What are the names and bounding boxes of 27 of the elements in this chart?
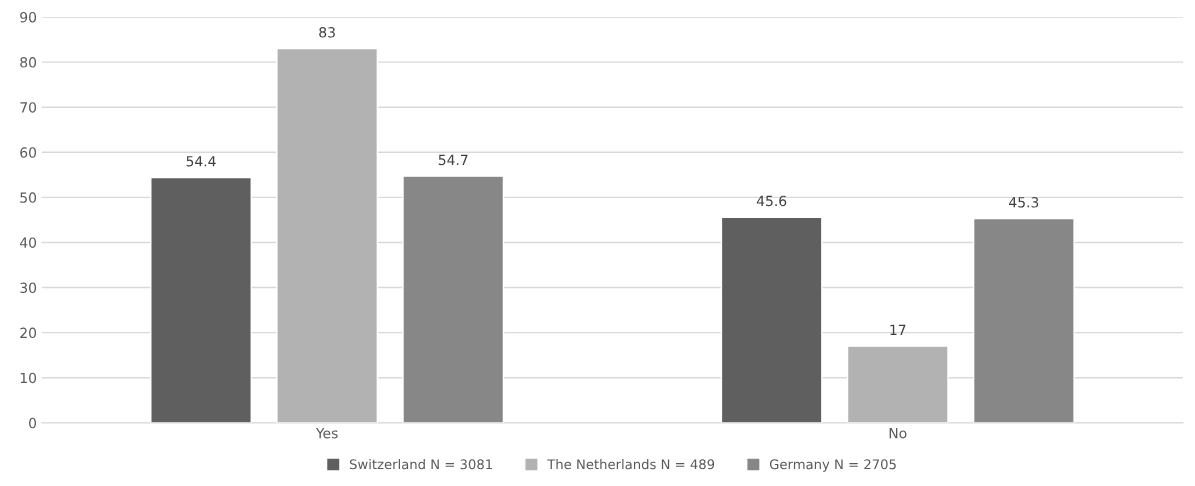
bar — [276, 47, 379, 423]
y-tick-label: 60 — [20, 147, 37, 158]
bar — [150, 176, 252, 423]
y-tick-label: 0 — [29, 417, 37, 429]
y-tick-label: 90 — [20, 11, 37, 23]
bar — [972, 217, 1075, 423]
y-tick-label: 70 — [20, 102, 37, 113]
data-label: 17 — [890, 324, 906, 335]
bar — [720, 216, 823, 423]
legend-label: Germany N = 2705 — [769, 459, 896, 472]
data-label: 54.7 — [438, 154, 468, 166]
bar — [402, 175, 505, 423]
y-tick-label: 50 — [20, 192, 37, 203]
x-tick-label: No — [889, 428, 907, 439]
x-tick-label: Yes — [315, 428, 338, 439]
y-tick-label: 40 — [19, 237, 37, 248]
bar — [846, 345, 949, 423]
y-tick-label: 30 — [20, 282, 37, 294]
y-tick-label: 80 — [20, 57, 37, 68]
y-tick-label: 10 — [20, 372, 37, 384]
data-label: 54.4 — [186, 156, 216, 167]
legend-label: Switzerland N = 3081 — [349, 459, 492, 470]
y-tick-label: 20 — [20, 327, 37, 339]
data-label: 45.6 — [756, 195, 787, 207]
legend-label: The Netherlands N = 489 — [547, 459, 715, 470]
data-label: 83 — [319, 27, 335, 38]
data-label: 45.3 — [1009, 197, 1039, 208]
